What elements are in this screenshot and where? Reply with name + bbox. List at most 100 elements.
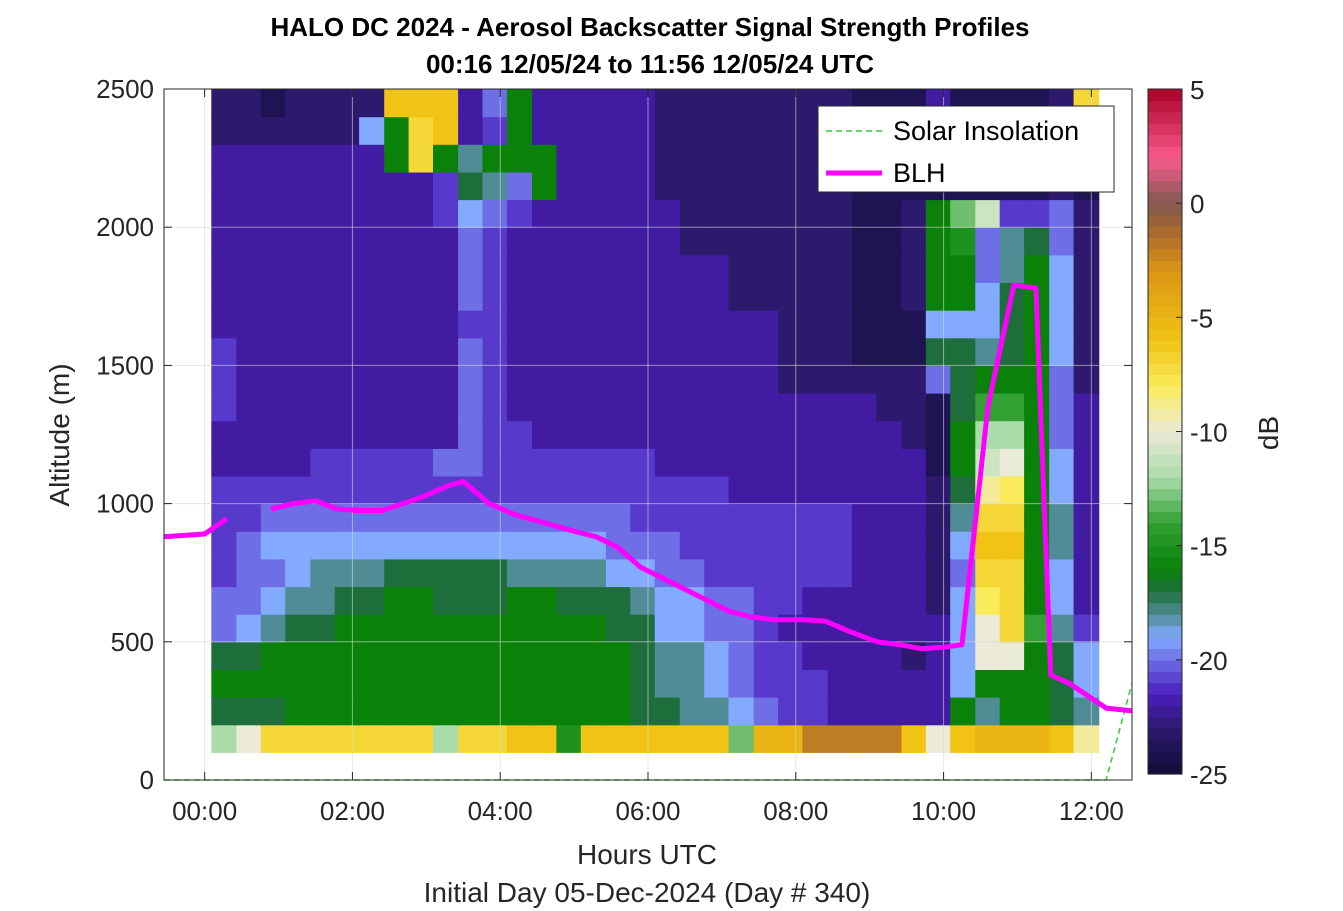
heatmap-cell: [236, 448, 263, 477]
x-tick-label: 06:00: [615, 796, 680, 826]
heatmap-cell: [1073, 586, 1100, 615]
heatmap-cell: [260, 144, 287, 173]
heatmap-cell: [384, 116, 410, 145]
legend: Solar Insolation BLH: [817, 105, 1115, 193]
heatmap-cell: [482, 227, 509, 256]
heatmap-cell: [876, 558, 902, 588]
heatmap-cell: [975, 227, 1001, 256]
heatmap-cell: [506, 116, 533, 145]
heatmap-cell: [310, 586, 336, 615]
heatmap-cell: [728, 116, 755, 145]
heatmap-cell: [359, 558, 385, 588]
colorbar-segment: [1148, 226, 1182, 238]
heatmap-cell: [285, 199, 311, 228]
heatmap-cell: [827, 420, 854, 449]
heatmap-cell: [482, 614, 509, 643]
heatmap-cell: [630, 476, 656, 505]
heatmap-cell: [384, 448, 410, 477]
heatmap-cell: [580, 282, 607, 311]
heatmap-cell: [753, 89, 780, 118]
heatmap-cell: [778, 199, 804, 228]
heatmap-cell: [556, 254, 583, 283]
heatmap-cell: [482, 282, 509, 311]
heatmap-cell: [310, 420, 336, 449]
heatmap-cell: [999, 420, 1026, 449]
heatmap-cell: [925, 503, 952, 532]
heatmap-cell: [1073, 448, 1100, 477]
x-axis-sublabel: Initial Day 05-Dec-2024 (Day # 340): [424, 877, 871, 908]
heatmap-cell: [679, 558, 706, 588]
heatmap-cell: [778, 227, 804, 256]
heatmap-cell: [408, 89, 435, 118]
colorbar-segment: [1148, 111, 1182, 124]
heatmap-cell: [334, 254, 361, 283]
heatmap-cell: [506, 586, 533, 615]
heatmap-cell: [359, 365, 385, 394]
heatmap-cell: [728, 89, 755, 118]
heatmap-cell: [827, 476, 854, 505]
heatmap-cell: [556, 227, 583, 256]
heatmap-cell: [827, 393, 854, 422]
heatmap-cell: [728, 558, 755, 588]
heatmap-cell: [211, 282, 237, 311]
colorbar-segment: [1148, 500, 1182, 512]
heatmap-cell: [753, 697, 780, 726]
heatmap-cell: [408, 724, 435, 753]
heatmap-cell: [359, 669, 385, 698]
heatmap-cell: [851, 476, 878, 505]
heatmap-cell: [630, 420, 656, 449]
heatmap-cell: [310, 144, 336, 173]
colorbar-segment: [1148, 317, 1182, 330]
heatmap-cell: [901, 310, 928, 339]
heatmap-cell: [506, 199, 533, 228]
heatmap-cell: [704, 420, 730, 449]
heatmap-cell: [359, 310, 385, 339]
heatmap-cell: [654, 199, 681, 228]
heatmap-cell: [384, 697, 410, 726]
colorbar-segment: [1148, 648, 1182, 661]
heatmap-cell: [679, 282, 706, 311]
heatmap-cell: [975, 614, 1001, 643]
heatmap-cell: [605, 393, 632, 422]
heatmap-cell: [950, 503, 976, 532]
heatmap-cell: [654, 116, 681, 145]
heatmap-cell: [876, 697, 902, 726]
heatmap-cell: [827, 365, 854, 394]
heatmap-cell: [654, 310, 681, 339]
heatmap-cell: [605, 641, 632, 670]
x-tick-label: 10:00: [911, 796, 976, 826]
heatmap-cell: [605, 144, 632, 173]
heatmap-cell: [827, 669, 854, 698]
heatmap-cell: [851, 503, 878, 532]
colorbar-segment: [1148, 545, 1182, 558]
heatmap-cell: [1024, 614, 1050, 643]
heatmap-cell: [999, 227, 1026, 256]
heatmap-cell: [236, 641, 263, 670]
heatmap-cell: [827, 641, 854, 670]
heatmap-cell: [950, 724, 976, 753]
heatmap-cell: [925, 365, 952, 394]
heatmap-cell: [654, 724, 681, 753]
heatmap-cell: [260, 116, 287, 145]
heatmap-cell: [802, 586, 829, 615]
heatmap-cell: [310, 641, 336, 670]
heatmap-cell: [1073, 503, 1100, 532]
heatmap-cell: [1049, 614, 1075, 643]
colorbar-segment: [1148, 716, 1182, 729]
heatmap-cell: [384, 558, 410, 588]
colorbar-tick-label: -15: [1190, 532, 1228, 562]
heatmap-cell: [630, 669, 656, 698]
heatmap-cell: [211, 89, 237, 118]
heatmap-cell: [458, 199, 484, 228]
heatmap-cell: [433, 254, 459, 283]
heatmap-cell: [1073, 310, 1100, 339]
heatmap-cell: [704, 669, 730, 698]
heatmap-cell: [1049, 420, 1075, 449]
heatmap-cell: [458, 227, 484, 256]
heatmap-cells: [211, 89, 1100, 753]
heatmap-cell: [1073, 199, 1100, 228]
heatmap-cell: [876, 586, 902, 615]
heatmap-cell: [950, 365, 976, 394]
heatmap-cell: [654, 144, 681, 173]
heatmap-cell: [384, 586, 410, 615]
